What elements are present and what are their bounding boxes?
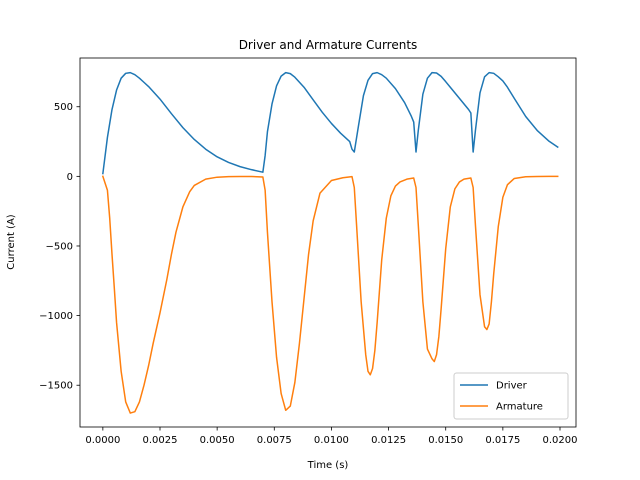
x-axis: 0.0000 0.0025 0.0050 0.0075 0.0100 0.0125 0.01… bbox=[85, 427, 578, 446]
x-tick-label: 0.0150 bbox=[428, 435, 463, 446]
chart-title: Driver and Armature Currents bbox=[239, 38, 418, 52]
y-axis: −1500 −1000 −500 0 500 bbox=[39, 102, 80, 392]
x-tick-label: 0.0025 bbox=[143, 435, 178, 446]
x-tick-label: 0.0000 bbox=[85, 435, 120, 446]
x-tick-label: 0.0100 bbox=[314, 435, 349, 446]
x-axis-label: Time (s) bbox=[307, 460, 349, 471]
x-tick-label: 0.0050 bbox=[200, 435, 235, 446]
y-tick-label: −1000 bbox=[39, 311, 73, 322]
legend-label-armature: Armature bbox=[496, 402, 543, 413]
plot-area bbox=[79, 57, 577, 428]
y-tick-label: 0 bbox=[67, 172, 73, 183]
legend-label-driver: Driver bbox=[496, 381, 528, 392]
y-axis-label: Current (A) bbox=[6, 214, 17, 269]
y-tick-label: −1500 bbox=[39, 381, 73, 392]
series-line-driver bbox=[102, 71, 559, 175]
series-layer bbox=[101, 71, 559, 414]
plot-background bbox=[80, 58, 576, 427]
x-tick-label: 0.0175 bbox=[485, 435, 520, 446]
legend: Driver Armature bbox=[453, 372, 569, 420]
y-tick-label: −500 bbox=[46, 241, 73, 252]
x-tick-label: 0.0200 bbox=[543, 435, 578, 446]
axes-frame bbox=[79, 57, 577, 428]
series-line-armature bbox=[101, 175, 559, 414]
y-tick-label: 500 bbox=[54, 102, 73, 113]
x-tick-label: 0.0075 bbox=[257, 435, 292, 446]
x-tick-label: 0.0125 bbox=[371, 435, 406, 446]
